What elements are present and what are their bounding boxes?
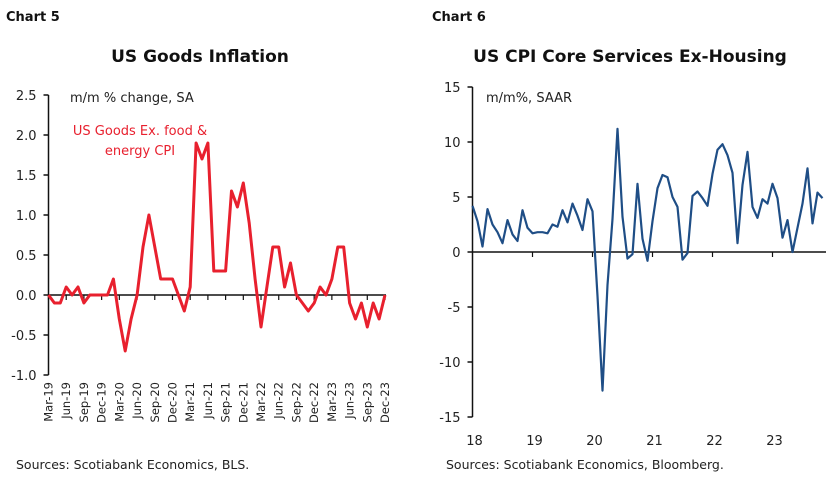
x-tick-label: Sep-19	[77, 382, 91, 422]
y-tick-label: 2.5	[16, 89, 37, 104]
chart-6-units-note: m/m%, SAAR	[486, 91, 572, 106]
x-tick-label: Jun-22	[272, 382, 286, 420]
chart-6-number: Chart 6	[432, 10, 486, 25]
x-tick-label: Dec-19	[95, 382, 109, 423]
x-tick-label: Sep-21	[219, 382, 233, 422]
x-tick-label: 22	[706, 434, 723, 449]
x-tick-label: Sep-20	[148, 382, 162, 422]
x-tick-label: Dec-21	[236, 382, 250, 423]
x-tick-label: Dec-20	[165, 382, 179, 423]
x-tick-label: Sep-23	[360, 382, 374, 422]
x-tick-label: Mar-19	[42, 382, 56, 422]
x-tick-label: Jun-23	[343, 382, 357, 420]
x-tick-label: 18	[466, 434, 483, 449]
chart-6-series-line	[471, 127, 824, 392]
x-tick-label: Mar-21	[183, 382, 197, 422]
chart-5-title: US Goods Inflation	[111, 47, 289, 67]
chart-5: Chart 5 US Goods Inflation m/m % change,…	[6, 10, 392, 472]
x-tick-label: Jun-21	[201, 382, 215, 420]
chart-6: Chart 6 US CPI Core Services Ex-Housing …	[432, 10, 826, 472]
y-tick-label: 5	[452, 191, 460, 206]
x-tick-label: Mar-20	[112, 382, 126, 422]
y-tick-label: 10	[444, 136, 461, 151]
y-tick-label: 0	[452, 246, 460, 261]
x-tick-label: Mar-22	[254, 382, 268, 422]
y-tick-label: -10	[439, 356, 460, 371]
chart-5-units-note: m/m % change, SA	[70, 91, 194, 106]
x-tick-label: 21	[646, 434, 663, 449]
y-tick-label: 1.0	[16, 209, 37, 224]
chart-5-legend-line-2: energy CPI	[105, 144, 175, 159]
y-tick-label: 0.5	[16, 249, 37, 264]
chart-5-source: Sources: Scotiabank Economics, BLS.	[16, 457, 249, 472]
x-tick-label: Dec-23	[378, 382, 392, 423]
chart-5-number: Chart 5	[6, 10, 60, 25]
y-tick-label: 1.5	[16, 169, 37, 184]
x-tick-label: Mar-23	[325, 382, 339, 422]
y-tick-label: 2.0	[16, 129, 37, 144]
x-tick-label: 23	[766, 434, 783, 449]
chart-5-legend-line-1: US Goods Ex. food &	[73, 124, 207, 139]
y-tick-label: -15	[439, 411, 460, 426]
y-tick-label: 15	[444, 81, 461, 96]
x-tick-label: Jun-19	[59, 382, 73, 420]
chart-6-title: US CPI Core Services Ex-Housing	[473, 47, 787, 67]
x-tick-label: Sep-22	[289, 382, 303, 422]
x-tick-label: 20	[586, 434, 603, 449]
y-tick-label: -0.5	[11, 329, 36, 344]
x-tick-label: Dec-22	[307, 382, 321, 423]
y-tick-label: -5	[448, 301, 461, 316]
y-tick-label: -1.0	[11, 369, 36, 384]
x-tick-label: 19	[526, 434, 543, 449]
chart-5-series-line	[47, 141, 387, 353]
x-tick-label: Jun-20	[130, 382, 144, 420]
y-tick-label: 0.0	[16, 289, 37, 304]
chart-6-source: Sources: Scotiabank Economics, Bloomberg…	[446, 457, 724, 472]
